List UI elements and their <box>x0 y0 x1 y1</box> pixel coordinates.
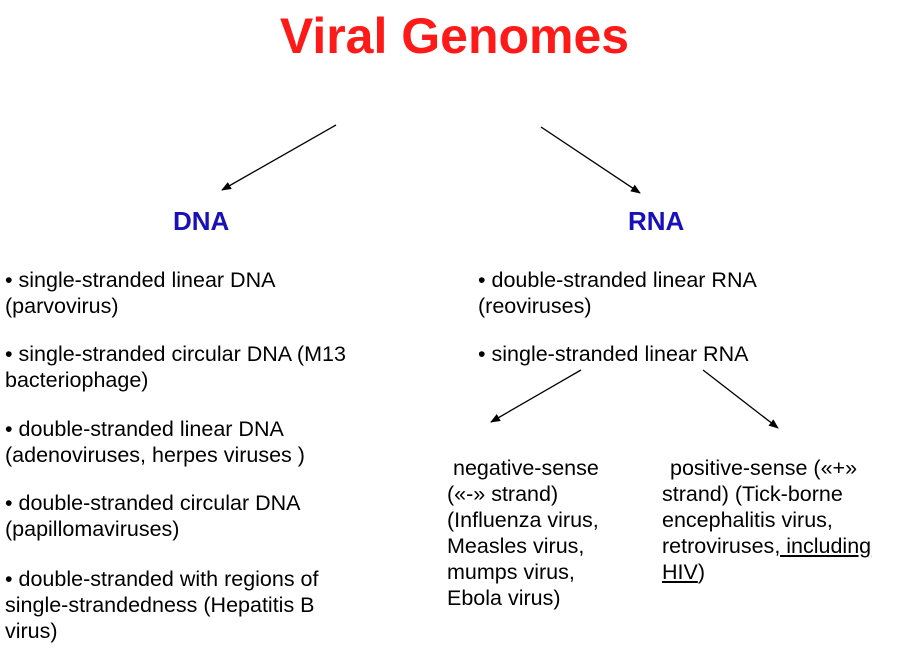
dna-item-4: • double-stranded circular DNA (papilloma… <box>5 491 301 541</box>
arrow-to-positive-sense <box>702 369 779 429</box>
dna-item-3: • double-stranded linear DNA (adenoviruse… <box>5 417 305 467</box>
arrow-to-rna <box>540 126 641 194</box>
dna-item-2: • single-stranded circular DNA (M13 bacte… <box>5 342 346 392</box>
positive-sense-block: positive-sense («+» strand) (Tick-borne … <box>662 456 872 584</box>
dna-heading: DNA <box>173 206 230 236</box>
rna-item-2: • single-stranded linear RNA <box>478 342 749 366</box>
dna-item-1: • single-stranded linear DNA (parvovirus) <box>5 268 276 318</box>
dna-item-5: • double-stranded with regions of single-… <box>5 567 319 643</box>
rna-heading: RNA <box>628 206 685 236</box>
arrow-to-dna <box>221 124 337 191</box>
arrow-to-negative-sense <box>490 369 582 423</box>
page-title: Viral Genomes <box>279 8 630 64</box>
rna-item-1: • double-stranded linear RNA (reoviruses) <box>478 268 757 318</box>
negative-sense-block: negative-sense («-» strand) (Influenza v… <box>447 456 599 610</box>
